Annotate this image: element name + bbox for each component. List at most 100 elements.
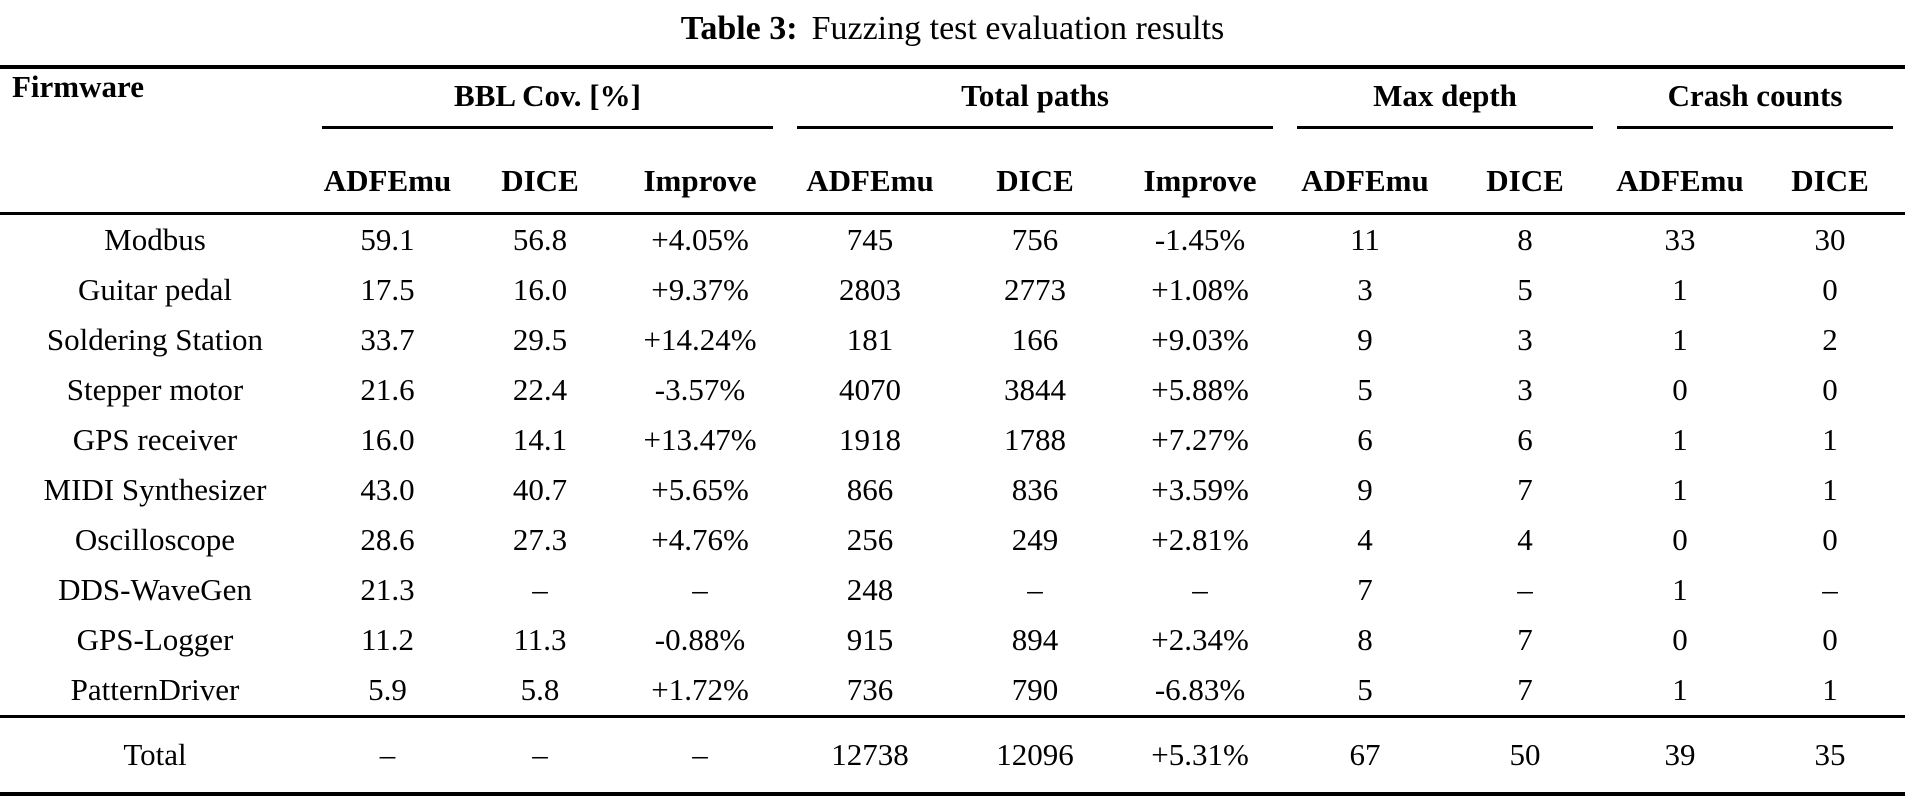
table-row: DDS-WaveGen 21.3 – – 248 – – 7 – 1 – — [0, 565, 1905, 615]
col-header-paths-dice: DICE — [955, 129, 1116, 215]
table-cell: 915 — [846, 622, 894, 657]
table-cell: 9 — [1357, 472, 1373, 507]
table-cell: +7.27% — [1151, 422, 1249, 457]
col-header-paths-adfemu: ADFEmu — [785, 129, 956, 215]
col-header-bbl-dice: DICE — [465, 129, 615, 215]
table-cell: 22.4 — [512, 372, 568, 407]
group-header-bbl-cov-label: BBL Cov. [%] — [322, 69, 774, 129]
group-header-bbl-cov: BBL Cov. [%] — [310, 67, 785, 129]
table-cell: 5 — [1357, 372, 1373, 407]
col-header-firmware: Firmware — [0, 67, 310, 215]
table-cell: 59.1 — [360, 222, 415, 257]
table-cell: 1 — [1672, 672, 1688, 707]
table-cell: +2.81% — [1151, 522, 1249, 557]
col-header-paths-improve: Improve — [1115, 129, 1286, 215]
table-cell: +5.65% — [651, 472, 749, 507]
table-cell: +1.08% — [1151, 272, 1249, 307]
table-row: Stepper motor 21.6 22.4 -3.57% 4070 3844 +5.88… — [0, 365, 1905, 415]
firmware-cell: DDS-WaveGen — [58, 572, 252, 607]
table-cell: 3844 — [1004, 372, 1067, 407]
table-cell: 17.5 — [360, 272, 415, 307]
table-cell: 7 — [1517, 672, 1533, 707]
table-cell: 756 — [1011, 222, 1059, 257]
table-cell: 21.3 — [360, 572, 415, 607]
table-cell: 248 — [846, 572, 894, 607]
table-cell: 1 — [1822, 422, 1838, 457]
table-cell: -1.45% — [1154, 222, 1246, 257]
table-cell: 894 — [1011, 622, 1059, 657]
table-cell: 11.2 — [360, 622, 415, 657]
table-cell: 5.8 — [520, 672, 560, 707]
group-header-crash-counts: Crash counts — [1605, 67, 1905, 129]
table-cell: 1 — [1672, 572, 1688, 607]
table-cell: 181 — [846, 322, 894, 357]
firmware-cell: Oscilloscope — [74, 522, 236, 557]
table-cell: 16.0 — [512, 272, 568, 307]
table-cell: 12096 — [955, 715, 1116, 794]
table-cell: 30 — [1814, 222, 1846, 257]
table-cell: 0 — [1672, 522, 1688, 557]
table-cell: 745 — [846, 222, 894, 257]
table-cell: 50 — [1445, 715, 1606, 794]
table-caption: Table 3: Fuzzing test evaluation results — [0, 0, 1905, 62]
table-cell: 12738 — [785, 715, 956, 794]
group-header-crash-counts-label: Crash counts — [1617, 69, 1894, 129]
col-header-bbl-improve: Improve — [615, 129, 786, 215]
table-cell: 256 — [846, 522, 894, 557]
table-cell: +9.37% — [651, 272, 749, 307]
table-cell: +5.31% — [1115, 715, 1286, 794]
table-cell: +4.76% — [651, 522, 749, 557]
table-cell: 5.9 — [368, 672, 407, 707]
table-cell: +4.05% — [651, 222, 749, 257]
table-cell: 33 — [1664, 222, 1696, 257]
table-row: MIDI Synthesizer 43.0 40.7 +5.65% 866 836 +3.5… — [0, 465, 1905, 515]
table-cell: – — [615, 715, 786, 794]
table-cell: +5.88% — [1151, 372, 1249, 407]
table-cell: 0 — [1822, 372, 1838, 407]
firmware-cell: Guitar pedal — [77, 272, 233, 307]
table-cell: – — [1192, 572, 1208, 607]
table-cell: – — [1027, 572, 1043, 607]
table-cell: 1 — [1672, 422, 1688, 457]
table-cell: 1 — [1672, 472, 1688, 507]
table-cell: 6 — [1517, 422, 1533, 457]
table-cell: 27.3 — [512, 522, 568, 557]
table-cell: – — [310, 715, 465, 794]
table-cell: 166 — [1011, 322, 1059, 357]
table-cell: -3.57% — [654, 372, 746, 407]
table-cell: 11.3 — [513, 622, 567, 657]
firmware-cell: MIDI Synthesizer — [43, 472, 267, 507]
group-header-max-depth: Max depth — [1285, 67, 1605, 129]
table-cell: 790 — [1011, 672, 1059, 707]
table-caption-label: Table 3: — [680, 10, 798, 47]
col-header-depth-dice: DICE — [1445, 129, 1606, 215]
col-header-crash-dice: DICE — [1755, 129, 1905, 215]
table-cell: 35 — [1755, 715, 1905, 794]
group-header-max-depth-label: Max depth — [1297, 69, 1594, 129]
table-cell: 11 — [1350, 222, 1380, 257]
table-cell: +3.59% — [1151, 472, 1249, 507]
table-row: Oscilloscope 28.6 27.3 +4.76% 256 249 +2.81% 4 4… — [0, 515, 1905, 565]
table-row: Guitar pedal 17.5 16.0 +9.37% 2803 2773 +1.08%… — [0, 265, 1905, 315]
table-cell: 4 — [1357, 522, 1373, 557]
table-cell: 1 — [1822, 472, 1838, 507]
table-row-total: Total – – –12738 12096 +5.31% 67 50 39 35 — [0, 715, 1905, 794]
table-row: GPS-Logger 11.2 11.3 -0.88% 915 894 +2.34% 8 7 0 0 — [0, 615, 1905, 665]
table-header: Firmware BBL Cov. [%] Total paths Max de… — [0, 67, 1905, 215]
table-cell: 6 — [1357, 422, 1373, 457]
table-cell: 29.5 — [512, 322, 568, 357]
table-cell: – — [1517, 572, 1533, 607]
table-cell: 4070 — [839, 372, 902, 407]
firmware-cell: Soldering Station — [46, 322, 264, 357]
table-cell: 3 — [1357, 272, 1373, 307]
table-cell: 3 — [1517, 322, 1533, 357]
table-body: Modbus 59.1 56.8 +4.05% 745 756 -1.45% 11 8 33 30 G… — [0, 214, 1905, 794]
firmware-cell: GPS receiver — [72, 422, 238, 457]
firmware-cell: Modbus — [104, 222, 206, 257]
table-cell: 1 — [1672, 272, 1688, 307]
table-cell: 43.0 — [360, 472, 415, 507]
table-cell: – — [692, 572, 708, 607]
table-cell: 1788 — [1004, 422, 1067, 457]
table-cell: 5 — [1517, 272, 1533, 307]
firmware-cell: Total — [0, 715, 310, 794]
